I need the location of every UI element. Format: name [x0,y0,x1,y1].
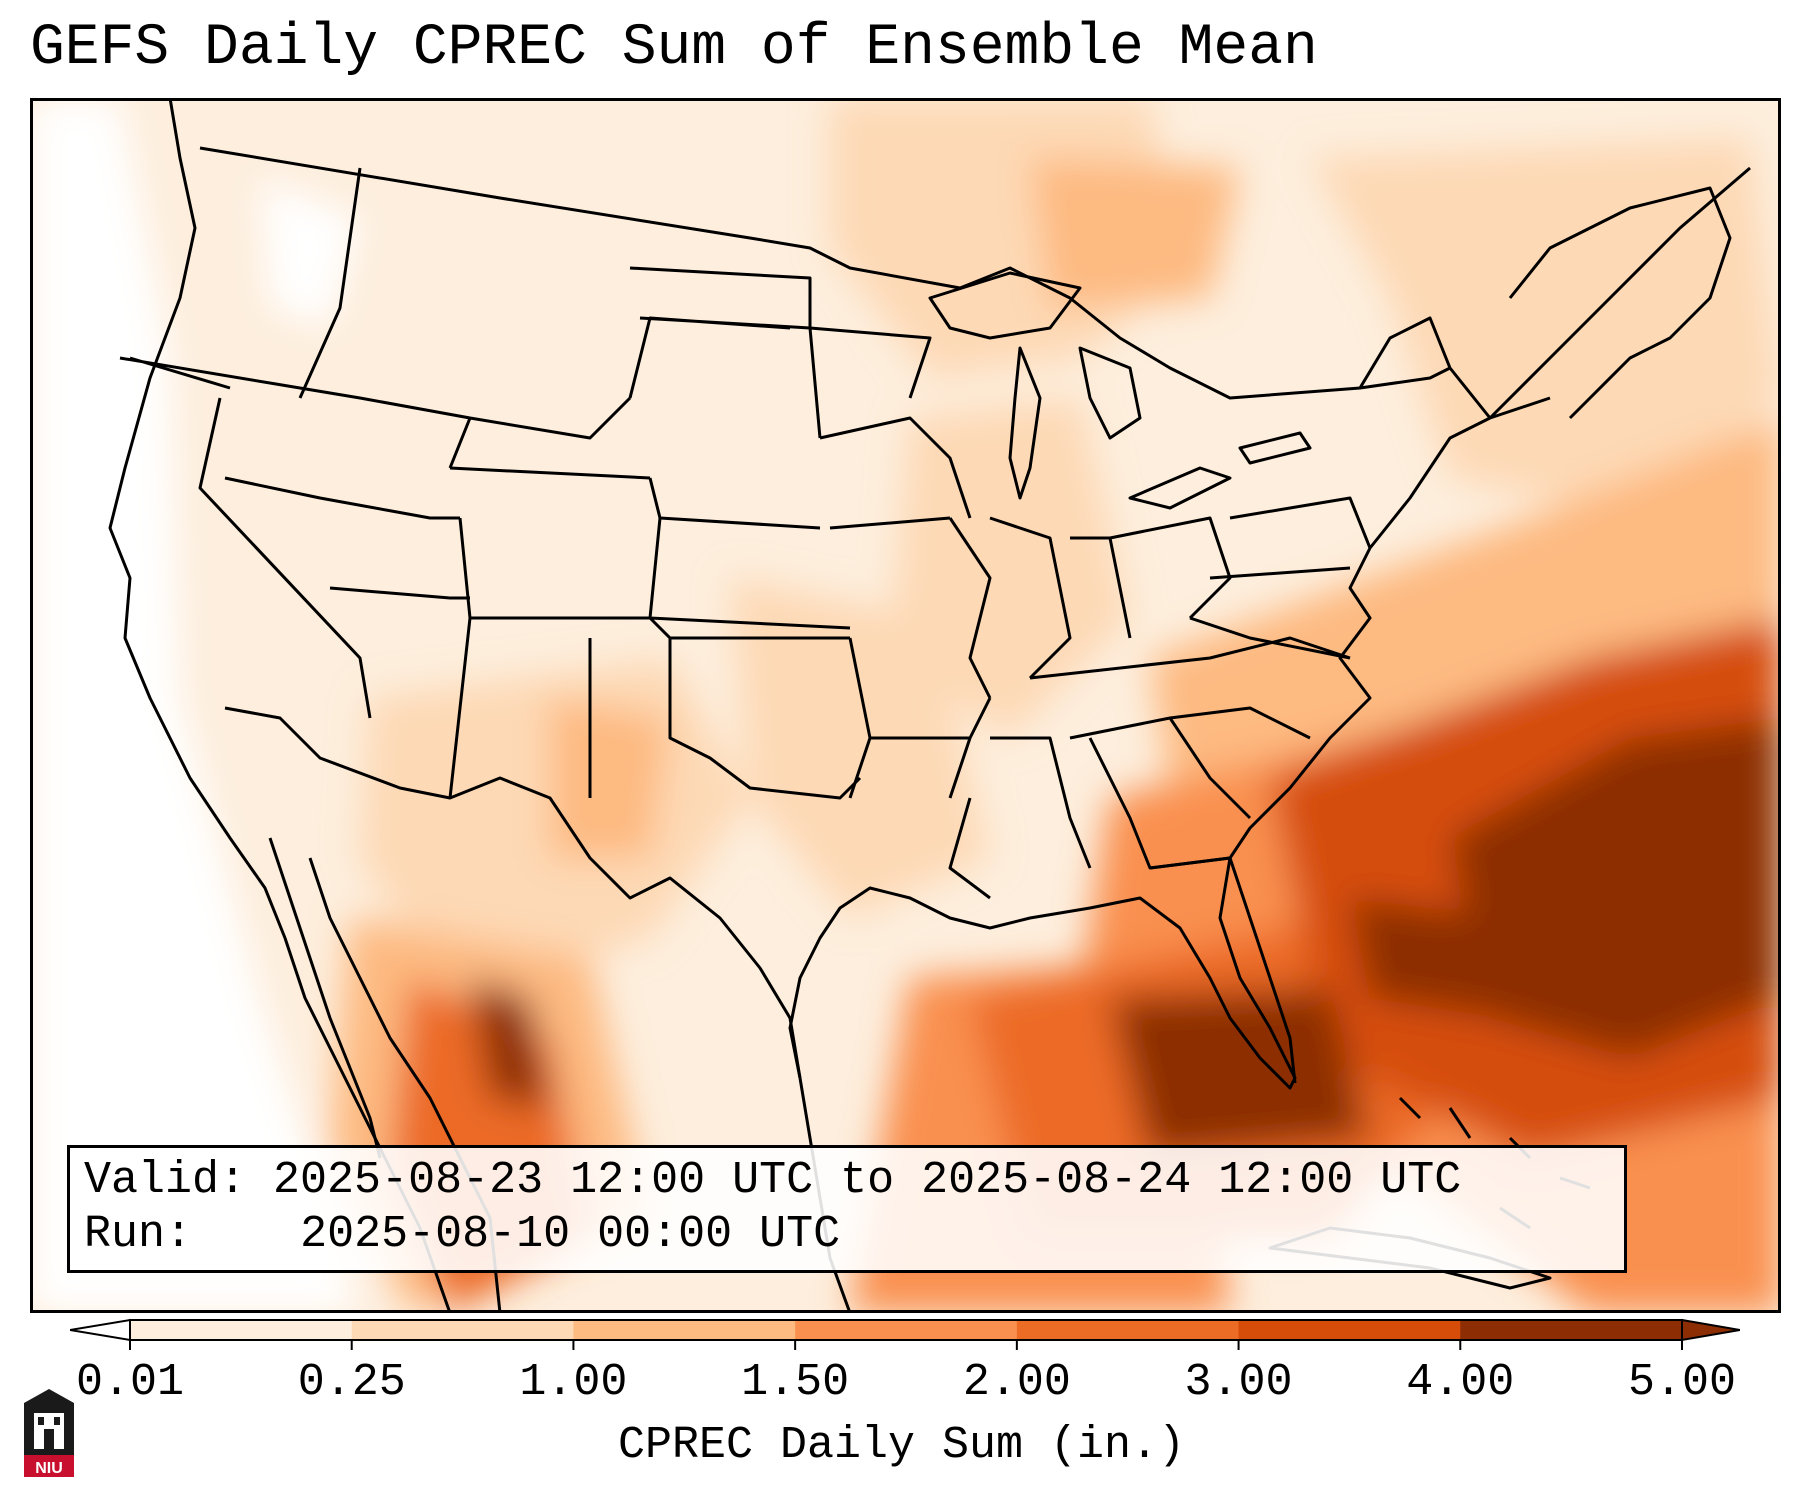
lake-huron [1078,346,1142,440]
colorbar-segment [795,1320,1018,1340]
valid-label: Valid: [84,1155,247,1206]
colorbar-tick-label: 4.00 [1406,1357,1515,1408]
colorbar [70,1318,1740,1350]
colorbar-tick-label: 1.50 [741,1357,850,1408]
coastline-east [788,166,1751,1090]
precip-map [30,98,1781,1313]
logo-red-band [24,1455,74,1477]
border-canada [199,146,1451,400]
validity-info-box: Valid: 2025-08-23 12:00 UTC to 2025-08-2… [67,1145,1627,1273]
colorbar-title: CPREC Daily Sum (in.) [617,1420,1186,1471]
run-value: 2025-08-10 00:00 UTC [300,1209,841,1260]
colorbar-tick-label: 2.00 [962,1357,1071,1408]
colorbar-segment [130,1320,353,1340]
coastline-canada-east [1508,186,1732,420]
map-canvas [30,98,1781,1313]
colorbar-tick-label: 5.00 [1627,1357,1737,1408]
border-canada-east [1358,316,1551,420]
colorbar-tick-label: 3.00 [1184,1357,1293,1408]
colorbar-segment [573,1320,796,1340]
run-label: Run: [84,1209,193,1260]
chart-title: GEFS Daily CPREC Sum of Ensemble Mean [30,16,1318,81]
colorbar-segment [1016,1320,1240,1340]
colorbar-segment [351,1320,574,1340]
colorbar-frame [129,1319,1683,1341]
lake-michigan [1008,346,1042,500]
colorbar-tick-label: 1.00 [519,1357,628,1408]
valid-value: 2025-08-23 12:00 UTC to 2025-08-24 12:00… [273,1155,1462,1206]
colorbar-tick-label: 0.25 [297,1357,406,1408]
logo-text: NIU [35,1460,63,1477]
border-mexico [224,706,802,1079]
colorbar-segment [1238,1320,1461,1340]
colorbar-tick-label: 0.01 [75,1357,185,1408]
coastline-west [108,98,452,1313]
colorbar-segment [1460,1320,1683,1340]
boundaries [108,98,1751,1313]
lake-superior [928,271,1082,340]
colorbar-over-triangle [1681,1318,1740,1342]
florida-outline [1149,856,1297,1084]
lake-ontario [1238,431,1312,465]
lake-erie [1128,466,1232,510]
colorbar-under-triangle [70,1318,131,1342]
niu-logo: NIU [24,1389,74,1477]
map-frame [30,98,1781,1313]
state-lines-east [809,326,1372,900]
